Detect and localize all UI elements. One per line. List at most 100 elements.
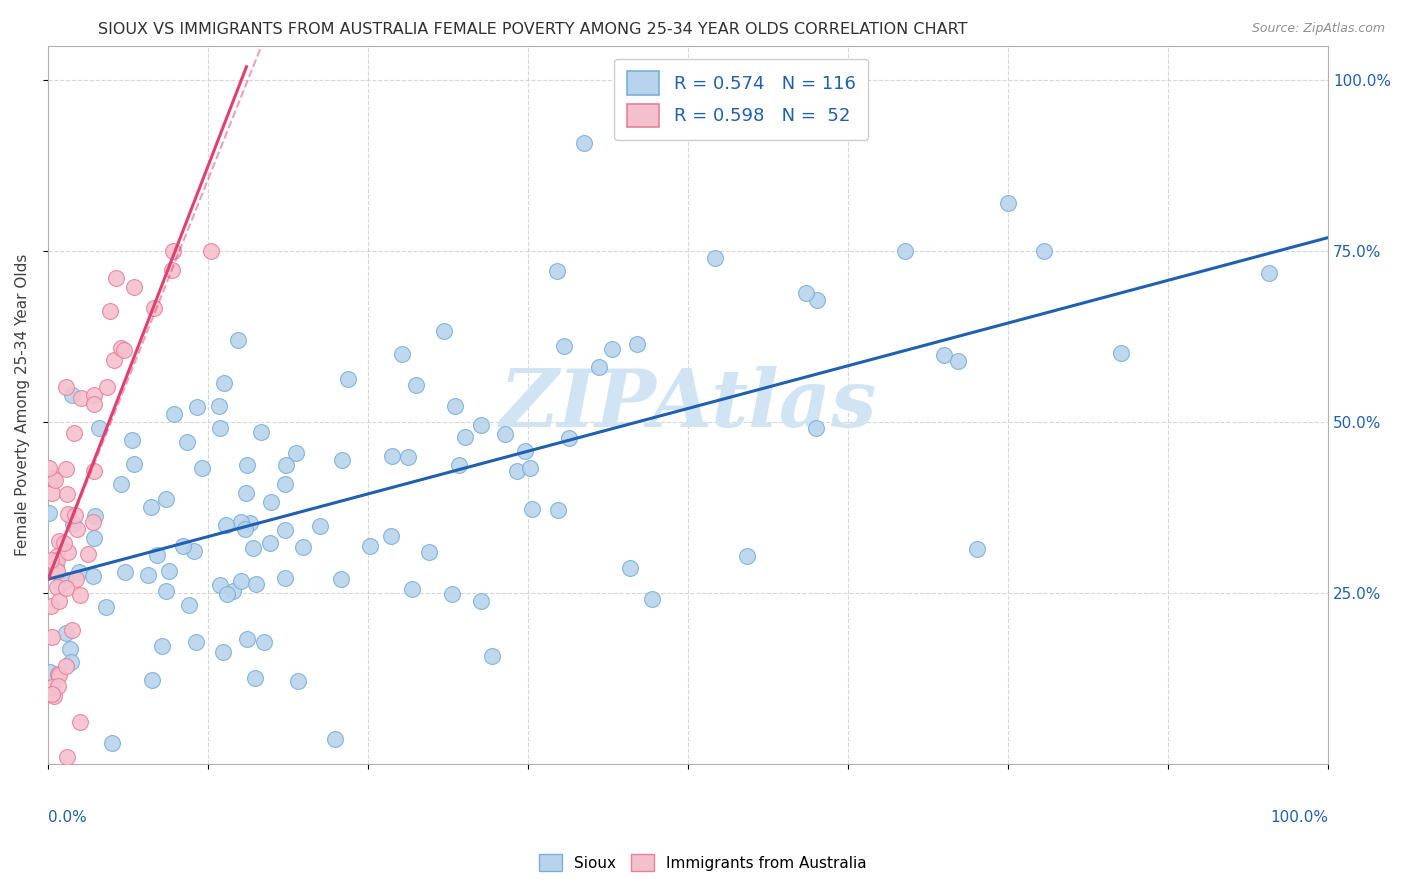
Point — [336, 372, 359, 386]
Point — [110, 477, 132, 491]
Point — [51, 576, 73, 591]
Point — [46, 553, 69, 567]
Point — [141, 673, 163, 687]
Legend: Sioux, Immigrants from Australia: Sioux, Immigrants from Australia — [533, 848, 873, 877]
Point — [481, 648, 503, 663]
Point — [449, 458, 471, 473]
Point — [58, 545, 80, 559]
Point — [600, 342, 623, 356]
Point — [114, 565, 136, 579]
Point — [229, 574, 252, 588]
Point — [222, 583, 245, 598]
Point — [38, 461, 60, 475]
Point — [619, 560, 641, 574]
Point — [239, 516, 262, 531]
Point — [235, 485, 257, 500]
Point — [208, 421, 231, 435]
Point — [626, 337, 648, 351]
Point — [41, 486, 63, 500]
Point — [46, 549, 69, 564]
Point — [325, 731, 347, 746]
Point — [41, 681, 63, 695]
Point — [155, 584, 177, 599]
Point — [454, 430, 477, 444]
Point — [381, 449, 404, 463]
Point — [150, 640, 173, 654]
Point — [65, 572, 87, 586]
Point — [121, 433, 143, 447]
Point — [55, 462, 77, 476]
Point — [211, 644, 233, 658]
Point — [45, 560, 67, 574]
Point — [62, 516, 84, 531]
Point — [236, 458, 259, 472]
Point — [60, 624, 83, 638]
Point — [208, 578, 231, 592]
Point — [794, 286, 817, 301]
Point — [274, 523, 297, 537]
Text: Source: ZipAtlas.com: Source: ZipAtlas.com — [1251, 22, 1385, 36]
Point — [44, 473, 66, 487]
Point — [55, 626, 77, 640]
Point — [67, 566, 90, 580]
Point — [172, 540, 194, 554]
Point — [330, 572, 353, 586]
Point — [98, 303, 121, 318]
Point — [46, 679, 69, 693]
Legend: R = 0.574   N = 116, R = 0.598   N =  52: R = 0.574 N = 116, R = 0.598 N = 52 — [614, 59, 868, 139]
Point — [56, 750, 79, 764]
Point — [162, 244, 184, 259]
Point — [82, 569, 104, 583]
Point — [641, 592, 664, 607]
Point — [69, 714, 91, 729]
Point — [83, 397, 105, 411]
Point — [253, 635, 276, 649]
Point — [157, 564, 180, 578]
Point — [806, 293, 828, 308]
Point — [66, 522, 89, 536]
Point — [60, 655, 83, 669]
Point — [330, 453, 353, 467]
Text: 100.0%: 100.0% — [1270, 811, 1329, 825]
Point — [55, 573, 77, 587]
Point — [55, 380, 77, 394]
Point — [804, 421, 827, 435]
Point — [704, 252, 727, 266]
Point — [63, 508, 86, 522]
Point — [250, 425, 273, 439]
Point — [242, 541, 264, 555]
Y-axis label: Female Poverty Among 25-34 Year Olds: Female Poverty Among 25-34 Year Olds — [15, 254, 30, 557]
Point — [505, 464, 527, 478]
Point — [245, 577, 267, 591]
Point — [84, 509, 107, 524]
Point — [112, 343, 135, 357]
Point — [104, 271, 127, 285]
Point — [287, 673, 309, 688]
Point — [41, 687, 63, 701]
Point — [53, 536, 76, 550]
Point — [243, 671, 266, 685]
Point — [162, 408, 184, 422]
Point — [45, 580, 67, 594]
Point — [284, 445, 307, 459]
Point — [179, 598, 201, 612]
Point — [547, 503, 569, 517]
Point — [470, 418, 492, 433]
Point — [236, 632, 259, 646]
Point — [200, 244, 222, 259]
Point — [359, 539, 381, 553]
Point — [82, 515, 104, 529]
Point — [432, 324, 454, 338]
Point — [146, 549, 169, 563]
Point — [56, 487, 79, 501]
Point — [142, 301, 165, 315]
Text: 0.0%: 0.0% — [48, 811, 87, 825]
Point — [136, 568, 159, 582]
Point — [558, 431, 581, 445]
Point — [83, 531, 105, 545]
Point — [55, 658, 77, 673]
Point — [46, 667, 69, 681]
Point — [38, 507, 60, 521]
Point — [183, 544, 205, 558]
Point — [207, 399, 229, 413]
